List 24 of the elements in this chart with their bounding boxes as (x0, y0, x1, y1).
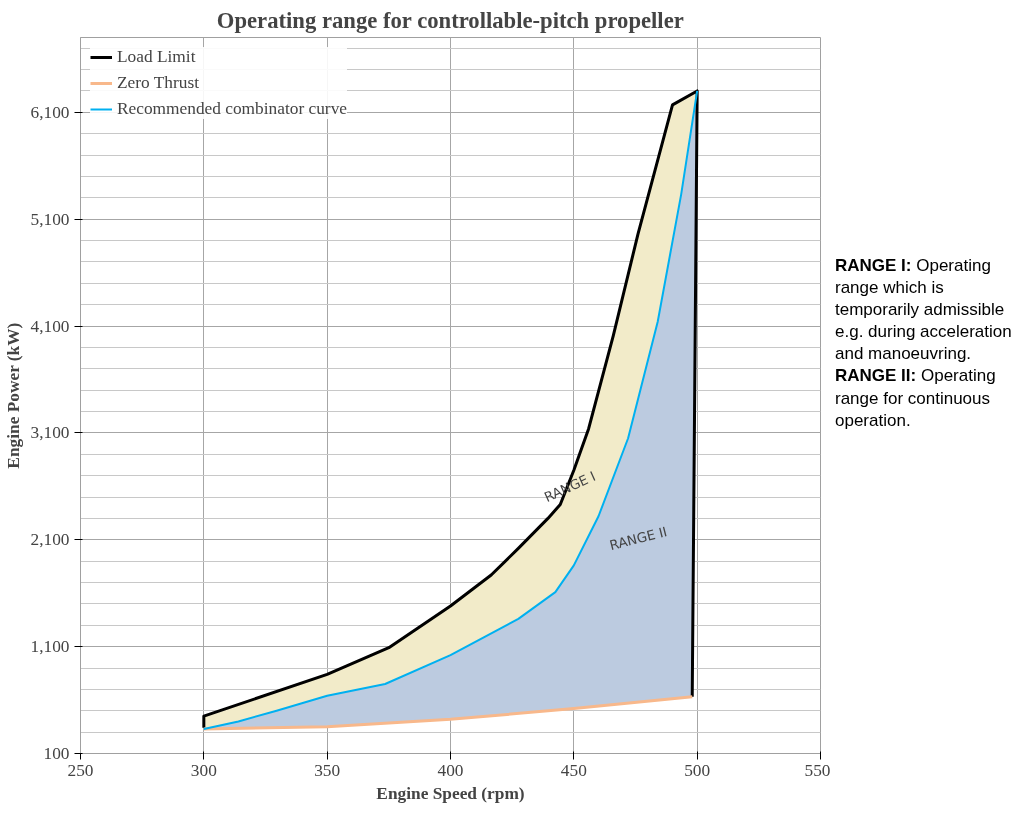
x-tick-label: 400 (437, 760, 464, 780)
x-tick-label: 450 (560, 760, 587, 780)
y-tick-label: 6,100 (30, 102, 70, 122)
y-tick-label: 4,100 (30, 316, 70, 336)
line-series (202, 695, 694, 731)
x-axis-title: Engine Speed (rpm) (376, 783, 525, 803)
x-tick-label: 350 (314, 760, 341, 780)
legend-label: Load Limit (117, 47, 196, 67)
y-tick-label: 3,100 (30, 423, 70, 443)
chart-title: Operating range for controllable-pitch propeller (216, 7, 684, 33)
legend-label: Recommended combinator curve (117, 99, 347, 119)
y-tick-label: 2,100 (30, 530, 70, 550)
y-tick-label: 5,100 (30, 209, 70, 229)
annotation: RANGE II (608, 524, 669, 554)
x-tick-label: 500 (684, 760, 711, 780)
x-tick-label: 550 (804, 760, 831, 780)
y-axis-title: Engine Power (kW) (3, 322, 23, 469)
y-tick-label: 1,100 (30, 637, 70, 657)
text: RANGE II: Operating range for continuous operation. (835, 366, 996, 430)
x-tick-label: 250 (67, 760, 94, 780)
text: RANGE I: Operating range which is temporarily admissible e.g. during acceleration and manoeuvring. (835, 256, 1012, 364)
y-tick-label: 100 (43, 744, 70, 763)
legend-label: Zero Thrust (117, 73, 199, 93)
x-tick-label: 300 (190, 760, 217, 780)
